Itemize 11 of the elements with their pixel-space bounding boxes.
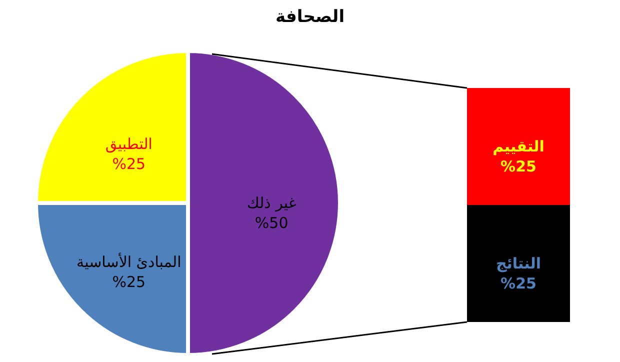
- chart-title: الصحافة: [275, 7, 345, 27]
- slice-label: غير ذلك: [246, 194, 296, 212]
- data-label: %25: [112, 273, 146, 292]
- series-label: التقييم: [492, 138, 544, 156]
- slice-label: المبادئ الأساسية: [76, 252, 182, 272]
- data-label: %25: [500, 158, 536, 176]
- data-label: %25: [112, 154, 146, 173]
- data-label: %25: [500, 274, 536, 292]
- series-label: النتائج: [496, 254, 542, 272]
- data-label: %50: [254, 214, 288, 232]
- slice-label: التطبيق: [105, 134, 152, 153]
